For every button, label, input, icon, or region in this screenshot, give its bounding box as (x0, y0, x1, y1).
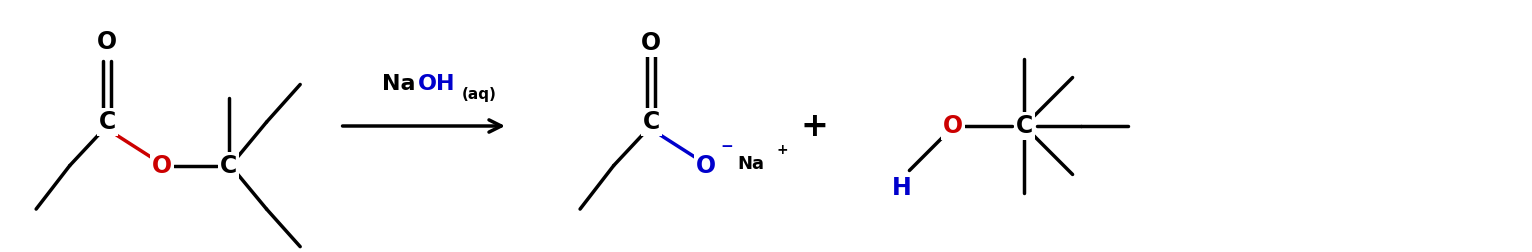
Text: O: O (97, 30, 118, 54)
Text: C: C (642, 110, 660, 134)
Text: −: − (720, 139, 734, 154)
Text: C: C (1016, 114, 1033, 138)
Text: +: + (801, 110, 829, 142)
Text: Na: Na (383, 74, 415, 94)
Text: H: H (892, 176, 912, 200)
Text: O: O (696, 153, 715, 178)
Text: OH: OH (418, 74, 455, 94)
Text: C: C (221, 153, 237, 178)
Text: O: O (642, 31, 662, 55)
Text: O: O (942, 114, 964, 138)
Text: O: O (152, 153, 172, 178)
Text: (aq): (aq) (461, 87, 496, 102)
Text: +: + (777, 143, 789, 157)
Text: C: C (98, 110, 116, 134)
Text: Na: Na (737, 154, 764, 173)
